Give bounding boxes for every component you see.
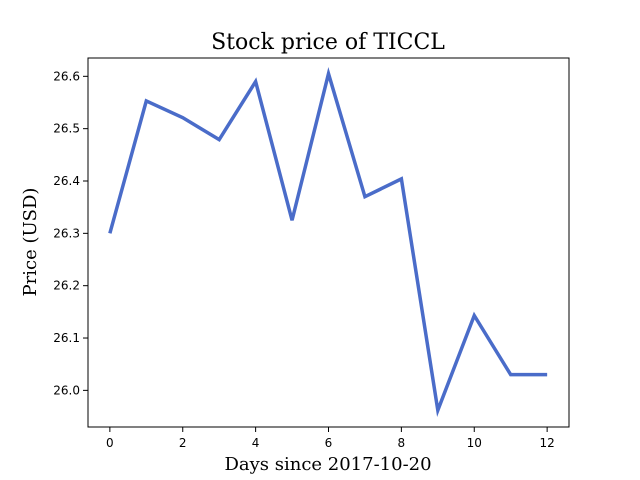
x-axis: 0 2 4 6 8 10 12 — [106, 427, 555, 450]
x-tick-label: 10 — [467, 436, 482, 450]
series-layer — [108, 67, 548, 417]
y-axis-label: Price (USD) — [20, 188, 41, 297]
x-tick-label: 4 — [252, 436, 260, 450]
plot-area — [87, 57, 570, 428]
series-line-0 — [108, 67, 548, 417]
y-tick-label: 26.1 — [53, 331, 80, 345]
chart-title: Stock price of TICCL — [211, 30, 445, 55]
y-tick-label: 26.6 — [53, 69, 80, 83]
x-tick-label: 6 — [325, 436, 333, 450]
y-tick-label: 26.2 — [53, 279, 80, 293]
y-tick-label: 26.4 — [53, 174, 80, 188]
x-tick-label: 8 — [398, 436, 406, 450]
y-tick-label: 26.0 — [53, 383, 80, 397]
y-axis: 26.0 26.1 26.2 26.3 26.4 26.5 26.6 — [53, 69, 88, 397]
y-tick-label: 26.3 — [53, 226, 80, 240]
y-tick-label: 26.5 — [53, 122, 80, 136]
x-tick-label: 12 — [539, 436, 554, 450]
x-tick-label: 2 — [179, 436, 187, 450]
x-tick-label: 0 — [106, 436, 114, 450]
x-axis-label: Days since 2017-10-20 — [224, 454, 431, 475]
